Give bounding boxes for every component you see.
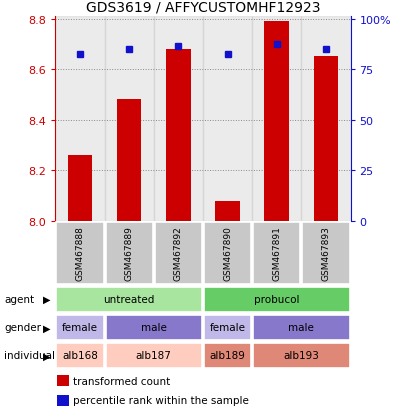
Bar: [203, 287, 349, 312]
Text: male: male: [288, 323, 314, 332]
Bar: [301, 17, 350, 221]
Bar: [56, 343, 103, 368]
Text: alb168: alb168: [62, 351, 98, 361]
Bar: [154, 223, 202, 284]
Bar: [313, 57, 337, 221]
Bar: [301, 223, 349, 284]
Text: GSM467888: GSM467888: [75, 226, 84, 281]
Bar: [56, 287, 202, 312]
Bar: [67, 156, 92, 221]
Bar: [105, 343, 202, 368]
Bar: [117, 100, 141, 221]
Text: alb189: alb189: [209, 351, 245, 361]
Bar: [56, 315, 103, 340]
Text: agent: agent: [4, 294, 34, 304]
Text: male: male: [140, 323, 166, 332]
Text: GSM467891: GSM467891: [272, 226, 281, 281]
Bar: [105, 315, 202, 340]
Text: female: female: [209, 323, 245, 332]
Text: transformed count: transformed count: [73, 376, 170, 386]
Text: ▶: ▶: [43, 323, 51, 332]
Text: untreated: untreated: [103, 294, 155, 304]
Bar: [215, 201, 239, 221]
Text: female: female: [62, 323, 98, 332]
Bar: [252, 17, 301, 221]
Text: percentile rank within the sample: percentile rank within the sample: [73, 395, 248, 405]
Text: individual: individual: [4, 351, 55, 361]
Bar: [203, 315, 251, 340]
Text: GSM467890: GSM467890: [222, 226, 231, 281]
Text: alb193: alb193: [283, 351, 319, 361]
Bar: [57, 395, 68, 406]
Bar: [203, 343, 251, 368]
Text: GSM467893: GSM467893: [321, 226, 330, 281]
Text: ▶: ▶: [43, 294, 51, 304]
Bar: [264, 22, 288, 221]
Bar: [105, 223, 153, 284]
Bar: [203, 223, 251, 284]
Text: gender: gender: [4, 323, 41, 332]
Bar: [153, 17, 202, 221]
Bar: [57, 375, 68, 386]
Bar: [56, 223, 103, 284]
Text: GSM467889: GSM467889: [124, 226, 133, 281]
Text: alb187: alb187: [135, 351, 171, 361]
Bar: [104, 17, 153, 221]
Text: probucol: probucol: [254, 294, 299, 304]
Bar: [55, 17, 104, 221]
Text: GSM467892: GSM467892: [173, 226, 182, 281]
Text: ▶: ▶: [43, 351, 51, 361]
Bar: [252, 223, 300, 284]
Bar: [252, 315, 349, 340]
Bar: [202, 17, 252, 221]
Bar: [252, 343, 349, 368]
Title: GDS3619 / AFFYCUSTOMHF12923: GDS3619 / AFFYCUSTOMHF12923: [85, 0, 319, 14]
Bar: [166, 50, 190, 221]
